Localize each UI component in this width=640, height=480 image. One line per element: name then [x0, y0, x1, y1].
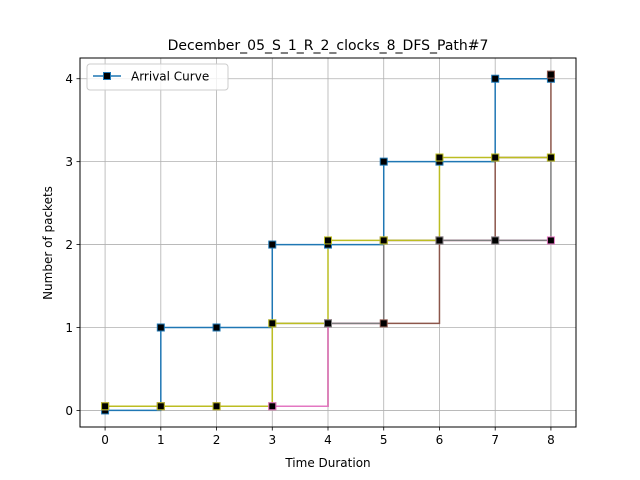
series-3-marker	[268, 402, 277, 411]
series-5-marker	[101, 402, 110, 411]
series-4-marker	[324, 319, 332, 328]
series-5-marker	[379, 236, 388, 245]
y-tick-label: 3	[65, 155, 73, 169]
x-tick-label: 2	[213, 433, 221, 447]
series-4-marker	[491, 236, 500, 245]
legend-marker-swatch	[103, 72, 111, 80]
series-5-marker	[212, 402, 221, 411]
y-tick-label: 1	[65, 321, 73, 335]
series-5-marker	[435, 153, 444, 162]
series-4-marker	[435, 236, 444, 245]
series-1-marker	[268, 240, 277, 249]
series-1-marker	[379, 157, 388, 166]
series-5-marker	[324, 236, 332, 245]
x-tick-label: 8	[547, 433, 555, 447]
series-5-marker	[546, 153, 555, 162]
series-1-marker	[212, 323, 221, 332]
ticks: 0 1 2 3 4 5 6 7 8 0 1 2 3 4	[65, 72, 554, 447]
x-tick-label: 0	[101, 433, 109, 447]
series-line-5	[105, 156, 551, 408]
series-2-marker	[379, 319, 388, 328]
series-group	[101, 70, 555, 415]
y-tick-label: 0	[65, 404, 73, 418]
legend-entry-label: Arrival Curve	[131, 70, 209, 84]
x-tick-label: 7	[491, 433, 499, 447]
x-tick-label: 5	[380, 433, 388, 447]
chart-title: December_05_S_1_R_2_clocks_8_DFS_Path#7	[168, 38, 489, 54]
y-tick-label: 2	[65, 238, 73, 252]
x-tick-label: 3	[268, 433, 276, 447]
x-tick-label: 6	[436, 433, 444, 447]
series-5-marker	[491, 153, 500, 162]
y-tick-label: 4	[65, 72, 73, 86]
series-1-marker	[491, 74, 500, 83]
x-tick-label: 1	[157, 433, 165, 447]
y-axis-label: Number of packets	[41, 186, 55, 300]
x-axis-label: Time Duration	[284, 456, 370, 470]
series-3-marker	[546, 236, 555, 245]
x-tick-label: 4	[324, 433, 332, 447]
series-2-marker	[546, 70, 555, 79]
series-5-marker	[268, 319, 277, 328]
legend-box	[86, 63, 229, 91]
series-1-marker	[156, 323, 165, 332]
series-5-marker	[156, 402, 165, 411]
legend: Arrival Curve	[86, 63, 229, 91]
